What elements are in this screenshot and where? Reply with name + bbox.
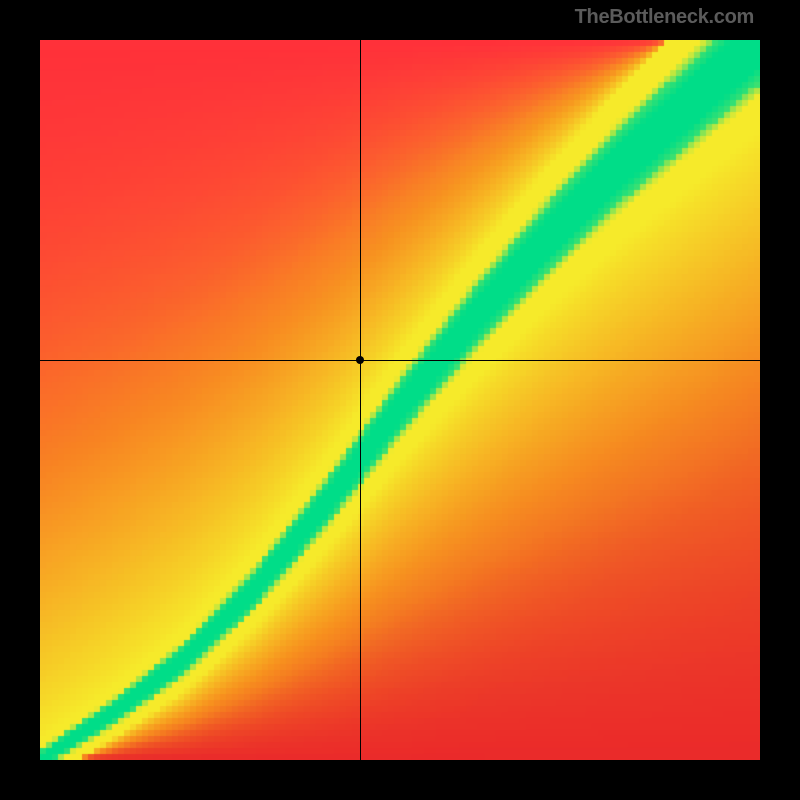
watermark-text: TheBottleneck.com	[575, 6, 754, 29]
plot-area	[40, 40, 760, 760]
crosshair-horizontal	[40, 360, 760, 361]
crosshair-vertical	[360, 40, 361, 760]
heatmap-canvas	[40, 40, 760, 760]
marker-dot	[356, 356, 364, 364]
